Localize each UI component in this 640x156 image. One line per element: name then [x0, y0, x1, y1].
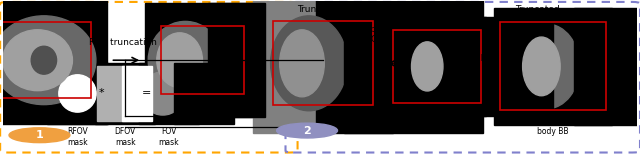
Bar [500, 22, 606, 110]
Ellipse shape [157, 33, 202, 88]
Text: FOV truncation: FOV truncation [89, 38, 157, 47]
Bar [145, 3, 259, 117]
Ellipse shape [31, 46, 56, 74]
Ellipse shape [405, 31, 459, 102]
Bar [388, 17, 486, 116]
Bar [273, 21, 373, 105]
Bar [139, 63, 199, 124]
Bar [122, 66, 152, 121]
Ellipse shape [523, 37, 560, 96]
Text: Untruncated: Untruncated [14, 5, 70, 14]
Bar [97, 66, 138, 121]
Ellipse shape [515, 24, 579, 109]
Text: Crop at
DFOV: Crop at DFOV [355, 25, 388, 44]
Bar [161, 26, 244, 95]
Bar [95, 63, 155, 124]
Bar [344, 0, 483, 133]
Circle shape [276, 123, 337, 138]
Bar [316, 0, 393, 133]
Text: *: * [99, 88, 104, 98]
Ellipse shape [271, 16, 348, 111]
Bar [253, 0, 316, 133]
Text: Truncated,
cropped at DFOV: Truncated, cropped at DFOV [500, 5, 577, 25]
Bar [0, 0, 108, 124]
Text: 2: 2 [303, 126, 311, 136]
Bar [455, 17, 553, 116]
Ellipse shape [0, 16, 96, 105]
Text: RFOV
mask: RFOV mask [67, 127, 88, 147]
Bar [574, 8, 640, 125]
Ellipse shape [148, 21, 223, 99]
Text: Rescale: Rescale [454, 54, 490, 63]
Bar [47, 63, 108, 124]
Text: =: = [142, 88, 152, 98]
Bar [208, 3, 265, 117]
Ellipse shape [141, 72, 184, 115]
Circle shape [9, 128, 70, 143]
Text: Ground-truth
body BB: Ground-truth body BB [528, 117, 579, 136]
Text: Truncated: Truncated [297, 5, 342, 14]
Text: 1: 1 [36, 130, 44, 140]
Ellipse shape [412, 42, 443, 91]
Bar [393, 29, 481, 103]
Text: Truncated: Truncated [189, 5, 234, 14]
Ellipse shape [59, 75, 96, 112]
Bar [173, 63, 234, 124]
Text: FOV
mask: FOV mask [159, 127, 179, 147]
Bar [0, 22, 92, 98]
Text: DFOV
mask: DFOV mask [115, 127, 136, 147]
Ellipse shape [280, 30, 324, 97]
Ellipse shape [3, 30, 72, 91]
Bar [495, 8, 612, 125]
